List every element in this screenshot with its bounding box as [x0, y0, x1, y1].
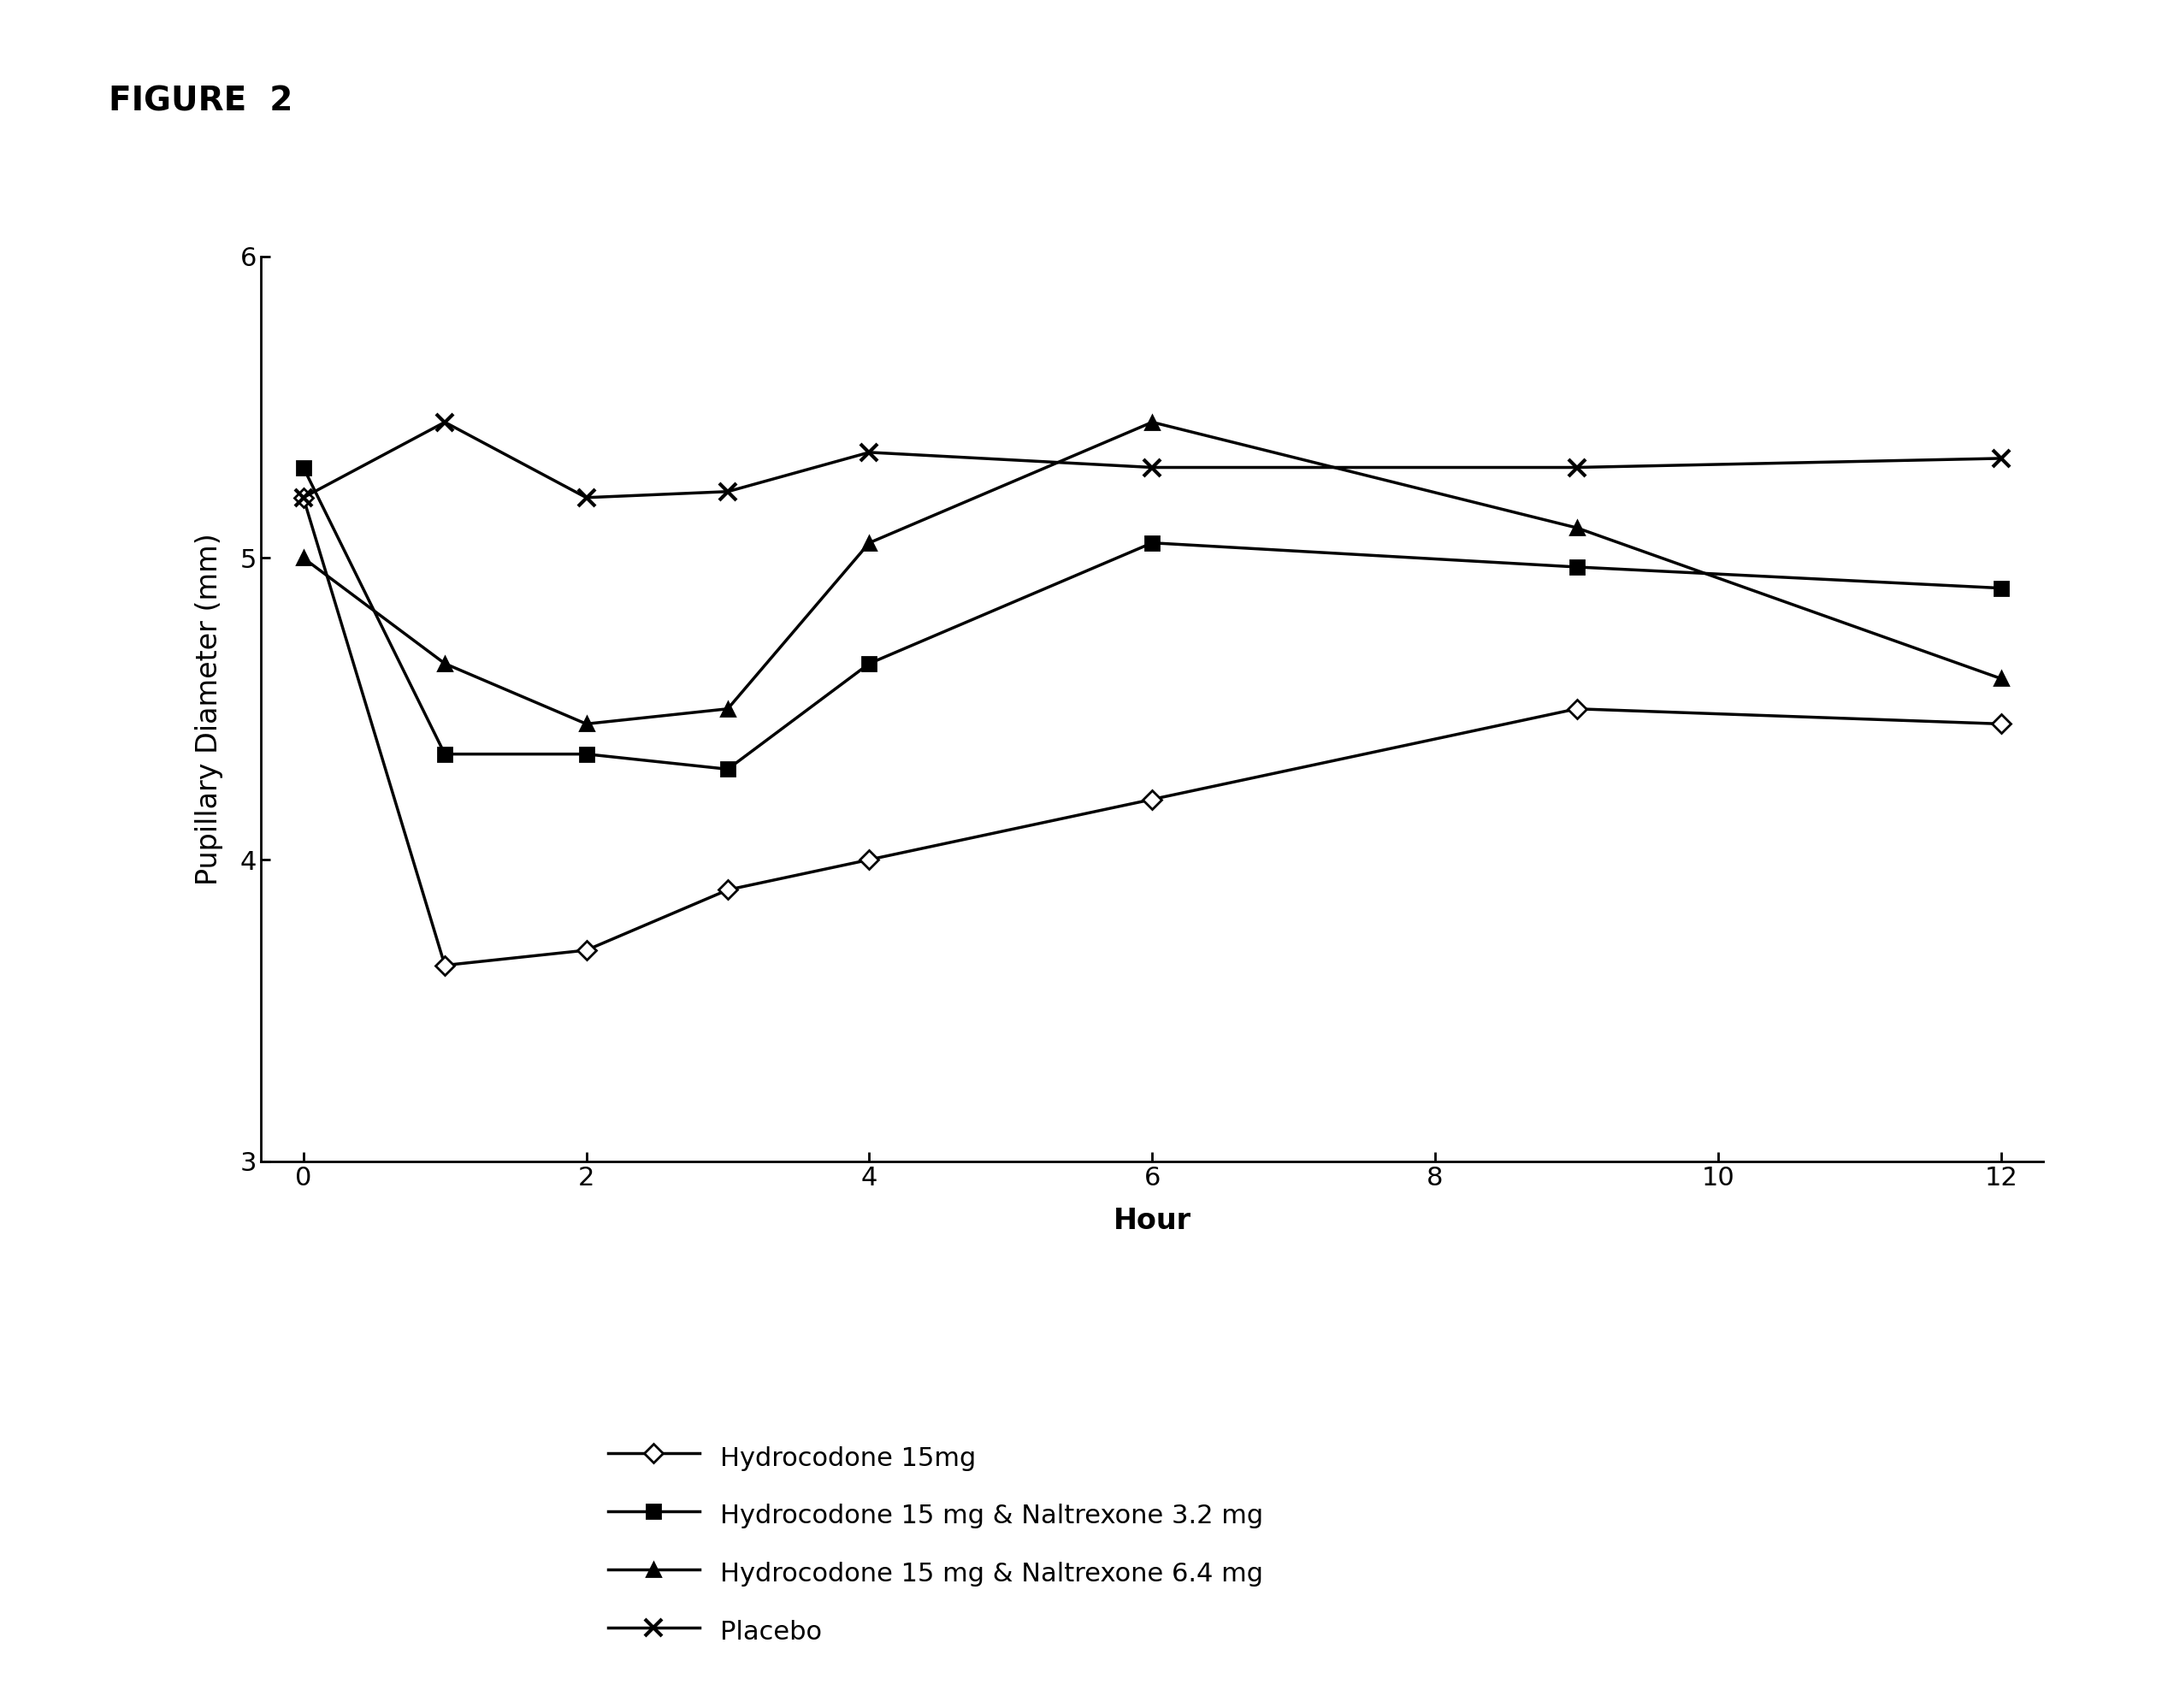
Hydrocodone 15mg — [1139, 789, 1165, 810]
Hydrocodone 15 mg & Naltrexone 6.4 mg — [1139, 412, 1165, 432]
Hydrocodone 15 mg & Naltrexone 3.2 mg — [574, 745, 600, 765]
Y-axis label: Pupillary Diameter (mm): Pupillary Diameter (mm) — [196, 533, 224, 885]
Hydrocodone 15mg — [1987, 714, 2013, 734]
Line: Hydrocodone 15mg: Hydrocodone 15mg — [298, 492, 2007, 972]
Placebo — [1139, 458, 1165, 478]
Hydrocodone 15 mg & Naltrexone 6.4 mg — [1563, 518, 1589, 538]
Hydrocodone 15mg — [1563, 699, 1589, 719]
Hydrocodone 15 mg & Naltrexone 6.4 mg — [1987, 668, 2013, 688]
Text: FIGURE  2: FIGURE 2 — [109, 85, 293, 118]
Hydrocodone 15mg — [715, 880, 741, 900]
X-axis label: Hour: Hour — [1113, 1208, 1191, 1235]
Placebo — [715, 482, 741, 502]
Hydrocodone 15 mg & Naltrexone 3.2 mg — [715, 758, 741, 779]
Placebo — [574, 487, 600, 507]
Line: Placebo: Placebo — [296, 413, 2009, 506]
Placebo — [1987, 447, 2013, 468]
Hydrocodone 15 mg & Naltrexone 6.4 mg — [574, 714, 600, 734]
Hydrocodone 15 mg & Naltrexone 6.4 mg — [857, 533, 883, 553]
Placebo — [1563, 458, 1589, 478]
Hydrocodone 15mg — [433, 955, 459, 975]
Hydrocodone 15mg — [291, 487, 317, 507]
Hydrocodone 15 mg & Naltrexone 3.2 mg — [1139, 533, 1165, 553]
Line: Hydrocodone 15 mg & Naltrexone 6.4 mg: Hydrocodone 15 mg & Naltrexone 6.4 mg — [296, 415, 2009, 731]
Hydrocodone 15mg — [857, 849, 883, 869]
Hydrocodone 15 mg & Naltrexone 6.4 mg — [715, 699, 741, 719]
Hydrocodone 15 mg & Naltrexone 3.2 mg — [1987, 577, 2013, 598]
Hydrocodone 15mg — [574, 939, 600, 960]
Hydrocodone 15 mg & Naltrexone 6.4 mg — [433, 654, 459, 675]
Legend: Hydrocodone 15mg, Hydrocodone 15 mg & Naltrexone 3.2 mg, Hydrocodone 15 mg & Nal: Hydrocodone 15mg, Hydrocodone 15 mg & Na… — [596, 1428, 1276, 1660]
Placebo — [857, 442, 883, 463]
Hydrocodone 15 mg & Naltrexone 3.2 mg — [1563, 557, 1589, 577]
Placebo — [291, 487, 317, 507]
Hydrocodone 15 mg & Naltrexone 3.2 mg — [857, 654, 883, 675]
Placebo — [433, 412, 459, 432]
Line: Hydrocodone 15 mg & Naltrexone 3.2 mg: Hydrocodone 15 mg & Naltrexone 3.2 mg — [298, 461, 2007, 775]
Hydrocodone 15 mg & Naltrexone 3.2 mg — [433, 745, 459, 765]
Hydrocodone 15 mg & Naltrexone 3.2 mg — [291, 458, 317, 478]
Hydrocodone 15 mg & Naltrexone 6.4 mg — [291, 548, 317, 569]
